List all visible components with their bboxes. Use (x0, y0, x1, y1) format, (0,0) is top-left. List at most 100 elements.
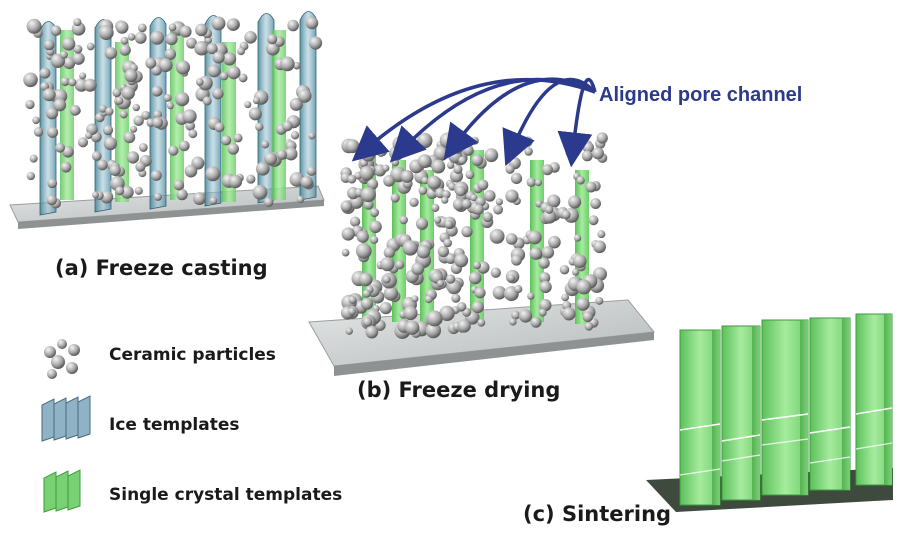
crystal-template-icon (43, 471, 57, 513)
ceramic-particle (360, 186, 376, 203)
ceramic-particle (153, 110, 163, 120)
crystal-template (272, 30, 286, 200)
ice-template-icon (77, 395, 91, 439)
ceramic-particle (360, 297, 374, 310)
pore-channel-arrows (351, 77, 597, 168)
ceramic-particle (68, 78, 77, 87)
ceramic-particle (369, 220, 382, 234)
ceramic-particle (207, 64, 221, 78)
ceramic-particle (477, 318, 486, 327)
ceramic-particle (214, 122, 225, 133)
ceramic-particle (572, 268, 580, 276)
ceramic-particle (561, 210, 571, 220)
ceramic-particle (153, 192, 162, 201)
ceramic-particle (596, 132, 608, 144)
ceramic-particle (306, 166, 317, 176)
ceramic-particle (152, 117, 164, 129)
ceramic-particle (168, 145, 179, 156)
legend-label-ice-templates: Ice templates (109, 415, 240, 435)
ceramic-particle (205, 166, 221, 182)
ceramic-particle (227, 143, 240, 155)
ceramic-particle (493, 204, 504, 215)
ice-template-icon (41, 398, 55, 442)
ceramic-particle (105, 107, 114, 116)
ceramic-particle (541, 246, 555, 259)
ceramic-particle (308, 132, 316, 140)
ceramic-particle (538, 257, 550, 269)
ceramic-particle (431, 203, 440, 213)
ceramic-particle (267, 34, 278, 45)
ceramic-particle (233, 133, 243, 143)
sintering-illustration (646, 313, 893, 512)
ceramic-particle (474, 287, 486, 299)
ceramic-particle (164, 48, 177, 60)
ceramic-particle (25, 99, 35, 110)
ceramic-particle (446, 161, 455, 169)
ceramic-particle (470, 194, 478, 202)
ceramic-particle (350, 216, 361, 227)
ceramic-particle (115, 186, 125, 196)
ceramic-particle (547, 194, 561, 208)
ceramic-particle (418, 186, 428, 195)
ceramic-particle (527, 230, 542, 245)
ceramic-particle (276, 149, 287, 160)
ceramic-particle (252, 96, 260, 105)
ceramic-particle (55, 142, 66, 153)
ceramic-particle (452, 198, 465, 211)
ceramic-particle-icon (44, 346, 56, 358)
ceramic-particle (97, 159, 108, 171)
ceramic-particle (195, 23, 208, 37)
ceramic-particle (244, 30, 257, 44)
ceramic-particle (341, 248, 350, 257)
ceramic-particle (308, 36, 323, 50)
grain-boundary (855, 442, 893, 450)
ceramic-particle (455, 186, 466, 197)
ceramic-particle (511, 254, 522, 266)
ceramic-particle (252, 184, 268, 200)
ceramic-particle (47, 126, 59, 138)
ceramic-particle (482, 211, 493, 223)
ceramic-particle (85, 131, 93, 140)
ceramic-particle (292, 61, 301, 70)
ceramic-particle (417, 154, 432, 169)
ceramic-particle (109, 164, 121, 176)
ceramic-particle (593, 267, 607, 282)
ceramic-particle (383, 286, 399, 301)
stage-label-freeze-casting: (a) Freeze casting (55, 256, 268, 280)
ceramic-particle (296, 195, 305, 204)
ceramic-particle (42, 88, 56, 102)
freeze-casting-illustration (9, 11, 325, 229)
ceramic-particle (73, 44, 83, 54)
ceramic-particle (588, 215, 599, 226)
ceramic-particle (436, 279, 445, 288)
ceramic-particle (441, 190, 451, 199)
ceramic-particle (510, 172, 523, 185)
ceramic-particle (255, 161, 270, 176)
ceramic-particle (473, 261, 481, 270)
ceramic-particle (524, 147, 533, 156)
ceramic-particle (411, 295, 419, 303)
ceramic-particle (405, 320, 420, 335)
ceramic-particle (123, 131, 136, 144)
ceramic-particle (115, 96, 124, 105)
ceramic-particle (228, 174, 243, 189)
ceramic-particle (539, 272, 551, 284)
ceramic-particle (568, 195, 582, 209)
ceramic-particle (415, 217, 429, 230)
crystal-template (222, 42, 236, 202)
ceramic-particle (138, 143, 148, 152)
crystal-template (60, 30, 74, 200)
ceramic-particle (26, 171, 36, 181)
aligned-pore-channel-label: Aligned pore channel (599, 84, 803, 106)
ceramic-particle (390, 193, 400, 203)
ceramic-particle (562, 307, 576, 321)
ceramic-particle (263, 197, 274, 207)
ceramic-particle (505, 164, 515, 174)
ceramic-particle (59, 50, 68, 59)
ceramic-particle (284, 147, 298, 161)
ceramic-particle (576, 176, 585, 185)
ceramic-particle (305, 16, 319, 30)
ceramic-particle (79, 72, 87, 80)
ceramic-particle (453, 164, 463, 175)
stage-label-sintering: (c) Sintering (523, 502, 672, 526)
